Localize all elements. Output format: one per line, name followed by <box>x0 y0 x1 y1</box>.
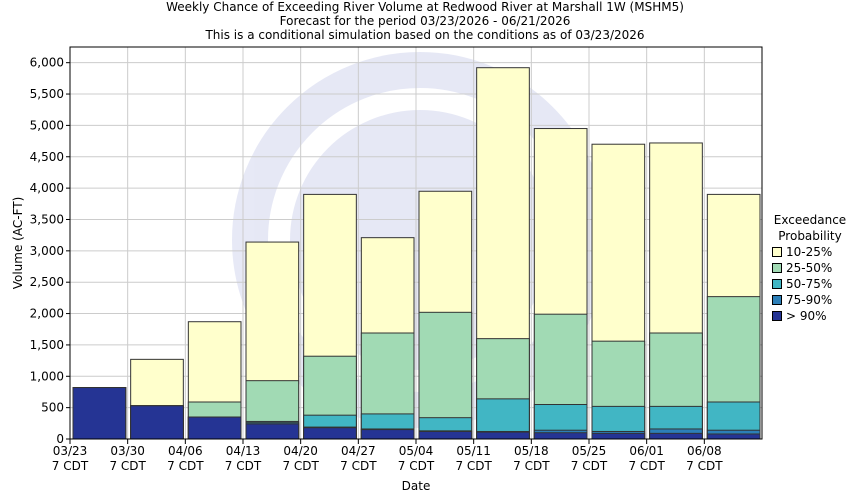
x-axis-title: Date <box>402 479 431 493</box>
legend-item-10-25: 10-25% <box>772 244 850 260</box>
legend-swatch <box>772 247 782 257</box>
y-tick-label: 5,000 <box>30 118 64 132</box>
bar-segment <box>476 431 530 440</box>
x-tick-label: 05/18 <box>514 444 549 458</box>
x-tick-sublabel: 7 CDT <box>398 459 435 473</box>
x-tick-label: 04/06 <box>168 444 203 458</box>
bar-segment <box>591 432 646 440</box>
x-tick-sublabel: 7 CDT <box>628 459 665 473</box>
legend-label: 75-90% <box>786 293 833 307</box>
x-tick-label: 06/08 <box>687 444 722 458</box>
bar-segment <box>187 416 242 440</box>
x-tick-sublabel: 7 CDT <box>455 459 492 473</box>
legend-swatch <box>772 311 782 321</box>
chart-title: Weekly Chance of Exceeding River Volume … <box>166 0 684 14</box>
x-tick-sublabel: 7 CDT <box>282 459 319 473</box>
bar-segment <box>303 427 357 440</box>
x-tick-label: 05/04 <box>399 444 434 458</box>
bar-segment <box>130 405 184 440</box>
x-tick-sublabel: 7 CDT <box>513 459 550 473</box>
chart-subtitle-conditions: This is a conditional simulation based o… <box>205 28 645 42</box>
y-axis-title: Volume (AC-FT) <box>11 197 25 290</box>
y-tick-label: 2,000 <box>30 307 64 321</box>
y-tick-label: 6,000 <box>30 56 64 70</box>
x-tick-label: 04/27 <box>341 444 376 458</box>
y-tick-label: 500 <box>41 401 64 415</box>
x-tick-sublabel: 7 CDT <box>686 459 723 473</box>
bar-segment <box>706 433 761 440</box>
y-tick-label: 2,500 <box>30 275 64 289</box>
y-tick-label: 0 <box>56 432 64 446</box>
legend-swatch <box>772 263 782 273</box>
x-tick-label: 05/25 <box>572 444 607 458</box>
bar-segment <box>533 432 588 440</box>
x-tick-sublabel: 7 CDT <box>167 459 204 473</box>
legend-label: 50-75% <box>786 277 833 291</box>
legend-title-line1: Exceedance <box>773 213 847 227</box>
y-tick-label: 5,500 <box>30 87 64 101</box>
x-tick-sublabel: 7 CDT <box>225 459 262 473</box>
legend-label: > 90% <box>786 309 827 323</box>
bar-segment <box>360 429 415 440</box>
legend-swatch <box>772 295 782 305</box>
y-tick-label: 1,500 <box>30 338 64 352</box>
legend-item-90: > 90% <box>772 308 850 324</box>
legend-swatch <box>772 279 782 289</box>
y-tick-label: 4,000 <box>30 181 64 195</box>
x-tick-label: 05/11 <box>456 444 491 458</box>
chart-titles: Weekly Chance of Exceeding River Volume … <box>0 0 850 42</box>
bar-segment <box>418 430 473 440</box>
bar-segment <box>72 387 127 440</box>
x-tick-label: 04/20 <box>283 444 318 458</box>
y-tick-label: 4,500 <box>30 150 64 164</box>
bar-segment <box>245 423 300 440</box>
x-tick-sublabel: 7 CDT <box>52 459 89 473</box>
y-tick-label: 3,500 <box>30 212 64 226</box>
bar-segment <box>649 432 703 440</box>
y-tick-label: 1,000 <box>30 369 64 383</box>
x-tick-label: 06/01 <box>629 444 664 458</box>
y-tick-label: 3,000 <box>30 244 64 258</box>
x-tick-sublabel: 7 CDT <box>109 459 146 473</box>
legend-title-line2: Probability <box>778 229 842 243</box>
legend-label: 10-25% <box>786 245 833 259</box>
x-tick-sublabel: 7 CDT <box>340 459 377 473</box>
chart-subtitle-period: Forecast for the period 03/23/2026 - 06/… <box>279 14 571 28</box>
legend-item-75-90: 75-90% <box>772 292 850 308</box>
legend: Exceedance Probability 10-25% 25-50% 50-… <box>770 212 850 324</box>
x-tick-label: 03/23 <box>53 444 88 458</box>
x-tick-label: 04/13 <box>226 444 261 458</box>
legend-label: 25-50% <box>786 261 833 275</box>
x-tick-label: 03/30 <box>110 444 145 458</box>
legend-item-25-50: 25-50% <box>772 260 850 276</box>
legend-item-50-75: 50-75% <box>772 276 850 292</box>
x-tick-sublabel: 7 CDT <box>571 459 608 473</box>
